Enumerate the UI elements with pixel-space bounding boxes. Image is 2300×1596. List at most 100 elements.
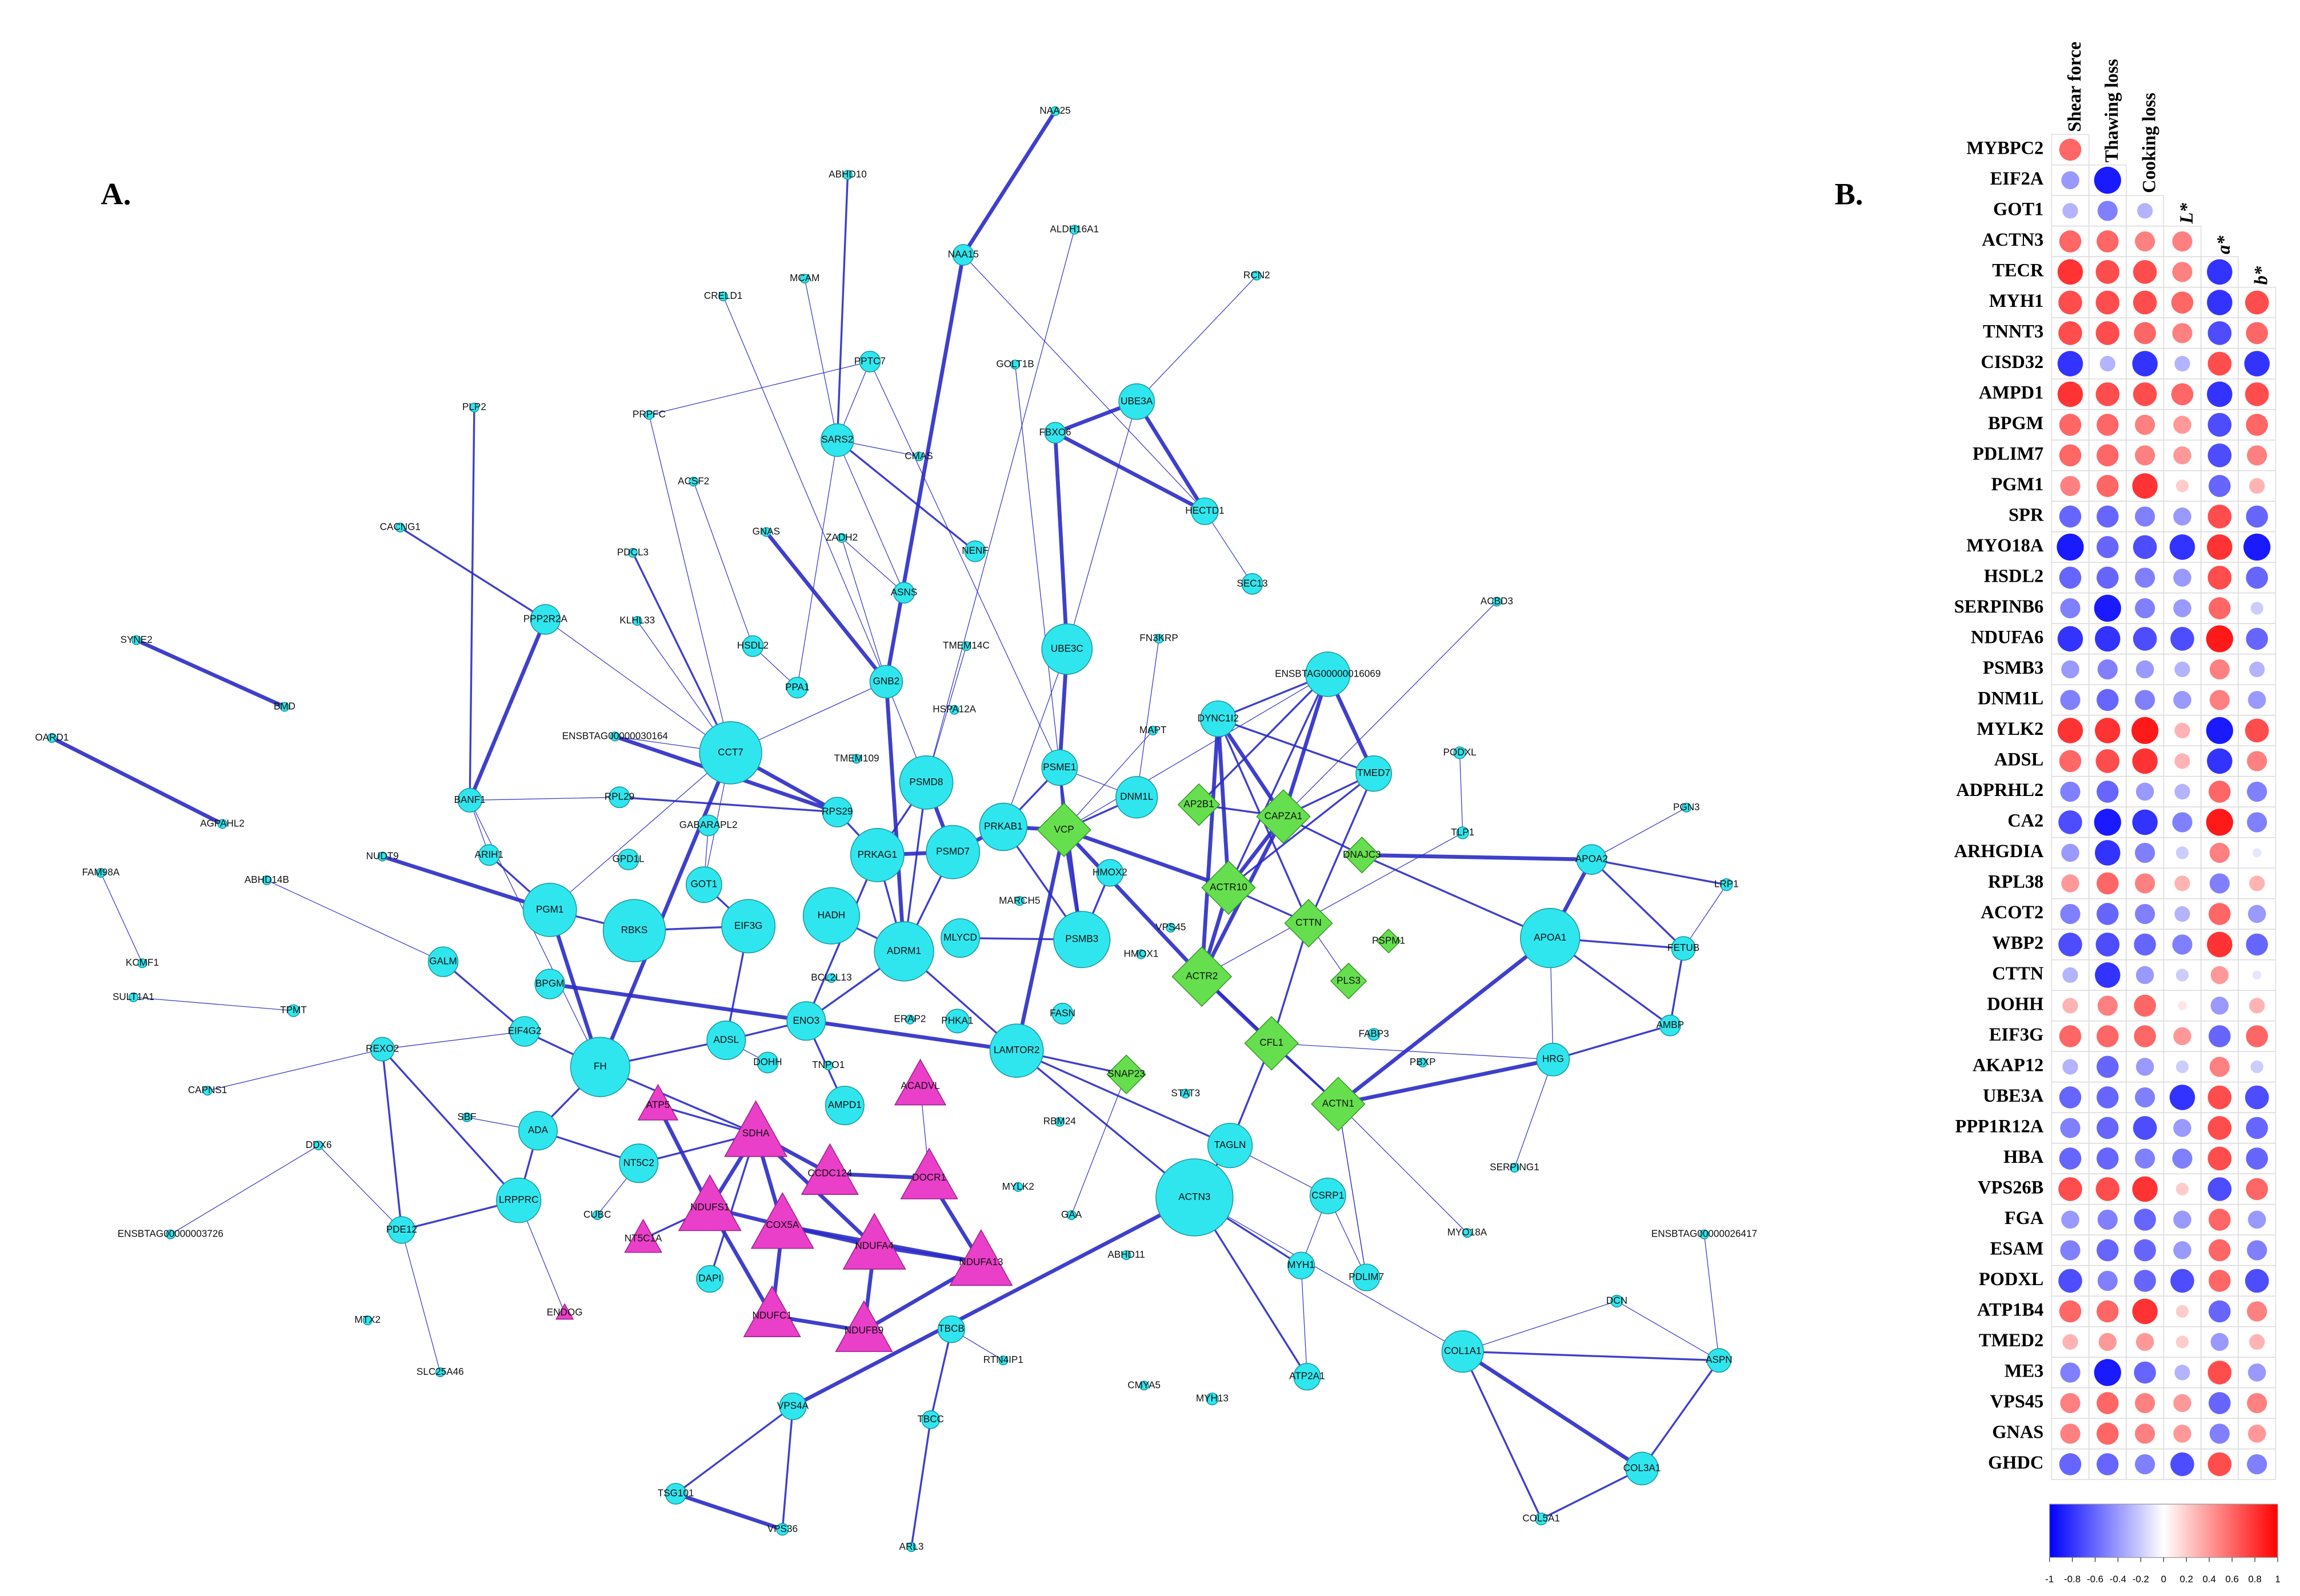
correlation-dot: [2249, 998, 2265, 1014]
node: [1536, 1042, 1570, 1077]
node-label: RBM24: [1043, 1116, 1077, 1127]
node-label: MLYCD: [943, 932, 977, 943]
correlation-dot: [2097, 872, 2119, 895]
edge: [1062, 828, 1203, 978]
node-label: RPL29: [605, 791, 634, 802]
edge: [1271, 1043, 1553, 1060]
correlation-dot: [2059, 230, 2082, 253]
node-label: GNAS: [753, 526, 781, 537]
row-label: GOT1: [1993, 199, 2043, 219]
correlation-dot: [2246, 1117, 2268, 1139]
row-label: EIF3G: [1989, 1025, 2043, 1045]
edge: [836, 174, 849, 441]
node-label: CUBC: [583, 1209, 611, 1220]
node: [1659, 1014, 1681, 1037]
node-label: ASPN: [1706, 1354, 1733, 1365]
edge: [791, 1195, 1195, 1409]
correlation-dot: [2134, 1361, 2156, 1384]
correlation-dot: [2247, 1240, 2267, 1261]
node-label: GOLT1B: [996, 358, 1034, 369]
node-label: NDUFA4: [855, 1240, 894, 1251]
node-label: PDE12: [386, 1224, 417, 1235]
row-label: ARHGDIA: [1954, 841, 2044, 862]
correlation-dot: [2169, 534, 2195, 560]
correlation-dot: [2057, 381, 2083, 407]
correlation-dot: [2058, 1177, 2082, 1201]
node-label: ACADVL: [901, 1080, 939, 1091]
correlation-dot: [2135, 1058, 2154, 1076]
node: [1699, 1229, 1709, 1239]
edge: [1281, 673, 1330, 817]
node-label: MCAM: [790, 273, 819, 283]
node-label: HRG: [1542, 1054, 1564, 1065]
correlation-dot: [2057, 626, 2083, 652]
node: [998, 1355, 1009, 1366]
correlation-dot: [2246, 933, 2268, 956]
edge: [399, 526, 546, 621]
edge: [723, 296, 887, 682]
correlation-dot: [2206, 625, 2233, 653]
correlation-dot: [2209, 690, 2230, 710]
row-label: HSDL2: [1984, 566, 2043, 586]
correlation-dot: [2245, 1085, 2269, 1110]
correlation-dot: [2059, 1300, 2082, 1323]
node-label: RCN2: [1243, 270, 1270, 281]
correlation-dot: [2097, 1239, 2119, 1262]
node-label: ENSBTAG00000016069: [1275, 668, 1381, 679]
node: [457, 787, 482, 813]
node-label: ACTR2: [1186, 971, 1218, 982]
node: [362, 1315, 373, 1326]
correlation-dot: [2095, 933, 2120, 957]
correlation-dot: [2131, 717, 2159, 745]
edge: [100, 873, 143, 963]
correlation-dot: [2170, 627, 2194, 651]
node: [478, 844, 500, 866]
correlation-dot: [2173, 415, 2191, 434]
node-label: DNAJC3: [1343, 849, 1381, 860]
node: [761, 527, 771, 537]
correlation-dot: [2097, 1422, 2119, 1445]
node-label: NDUFS1: [690, 1202, 729, 1213]
node-label: FASN: [1050, 1007, 1075, 1018]
node-label: ENSBTAG00000026417: [1651, 1229, 1757, 1239]
edge: [631, 552, 732, 754]
edge: [963, 254, 1205, 512]
edge: [1053, 433, 1069, 650]
edge: [1462, 1301, 1617, 1352]
correlation-dot: [2135, 1454, 2155, 1475]
node: [1206, 1392, 1219, 1406]
row-label: PODXL: [1979, 1269, 2043, 1290]
node: [699, 721, 762, 785]
node: [842, 1213, 906, 1270]
correlation-dot: [2175, 1335, 2189, 1349]
node: [989, 1023, 1044, 1078]
node-label: ACTR10: [1210, 882, 1247, 893]
node-label: LRPPRC: [499, 1194, 538, 1205]
node-label: TBCB: [938, 1323, 965, 1334]
colorbar-tick-label: 0: [2161, 1574, 2166, 1585]
node-label: SBF: [457, 1111, 476, 1122]
node: [47, 733, 57, 743]
edge: [961, 110, 1057, 256]
node: [1311, 1077, 1366, 1131]
row-label: DNM1L: [1978, 688, 2043, 709]
node-label: BMD: [274, 701, 295, 712]
correlation-dot: [2132, 473, 2158, 499]
colorbar-tick-label: 1: [2275, 1574, 2280, 1585]
edge: [797, 440, 838, 688]
node-label: CFL1: [1259, 1037, 1283, 1048]
node: [1343, 837, 1381, 874]
correlation-dot: [2209, 1025, 2231, 1047]
node: [1171, 946, 1233, 1007]
correlation-dot: [2243, 533, 2271, 561]
correlation-dot: [2062, 967, 2078, 983]
node: [1576, 844, 1607, 875]
correlation-dot: [2095, 260, 2120, 284]
node-label: MARCH5: [999, 895, 1040, 906]
correlation-dot: [2135, 1333, 2154, 1351]
correlation-dot: [2061, 874, 2079, 893]
node-label: FBXO6: [1039, 427, 1071, 438]
node-label: PPTC7: [854, 355, 886, 366]
edge: [781, 1406, 794, 1530]
node: [1106, 1054, 1146, 1094]
